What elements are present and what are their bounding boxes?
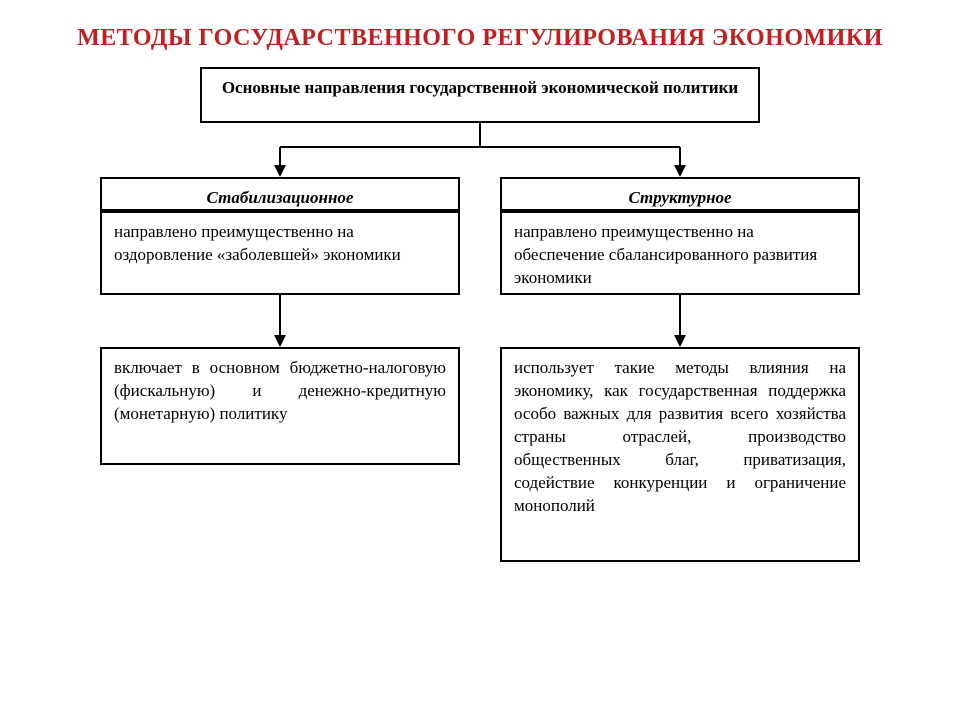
left-detail-box: включает в основном бюджетно-налоговую (… — [100, 347, 460, 465]
root-box: Основные направления государственной эко… — [200, 67, 760, 123]
left-heading-box: Стабилизационное — [100, 177, 460, 211]
left-desc-box: направлено преимущественно на оздоровлен… — [100, 211, 460, 295]
right-detail-box: использует такие методы влияния на эконо… — [500, 347, 860, 562]
right-heading-box: Структурное — [500, 177, 860, 211]
page-title: МЕТОДЫ ГОСУДАРСТВЕННОГО РЕГУЛИРОВАНИЯ ЭК… — [0, 0, 960, 62]
right-desc-box: направлено преимущественно на обеспечени… — [500, 211, 860, 295]
